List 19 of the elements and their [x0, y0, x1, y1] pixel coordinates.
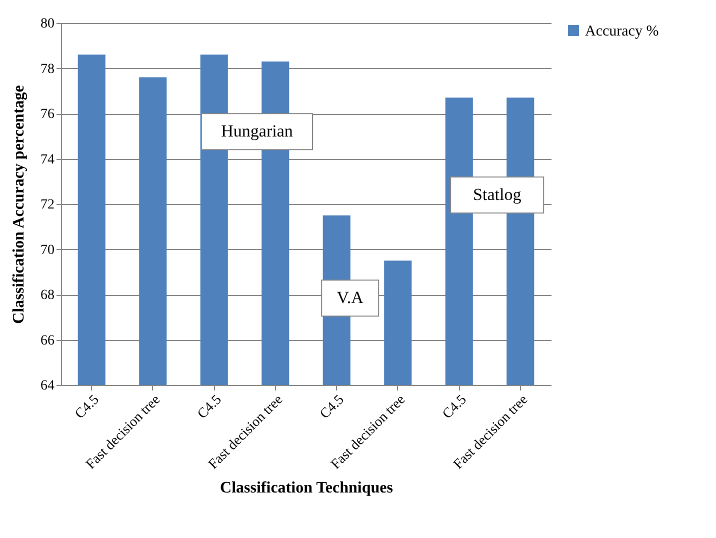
x-tick-label: C4.5 — [72, 392, 102, 422]
x-tick-label: C4.5 — [195, 392, 225, 422]
x-tick-label: C4.5 — [440, 392, 470, 422]
x-tick-label: C4.5 — [318, 392, 348, 422]
y-axis-title: Classification Accuracy percentage — [10, 85, 28, 324]
y-tick-label: 66 — [40, 333, 54, 348]
y-tick-label: 74 — [40, 152, 54, 168]
legend-label: Accuracy % — [585, 24, 659, 40]
annotation: Hungarian — [221, 122, 294, 141]
y-tick-label: 78 — [40, 62, 54, 77]
y-tick-label: 68 — [40, 288, 54, 303]
annotation: Statlog — [473, 184, 522, 204]
y-tick-label: 72 — [40, 198, 54, 212]
annotation: V.A — [336, 288, 364, 308]
x-axis-title: Classification Techniques — [220, 480, 393, 497]
y-tick-label: 64 — [40, 378, 54, 394]
y-tick-label: 70 — [40, 242, 54, 258]
y-tick-label: 80 — [40, 16, 54, 32]
y-tick-label: 76 — [40, 107, 54, 122]
